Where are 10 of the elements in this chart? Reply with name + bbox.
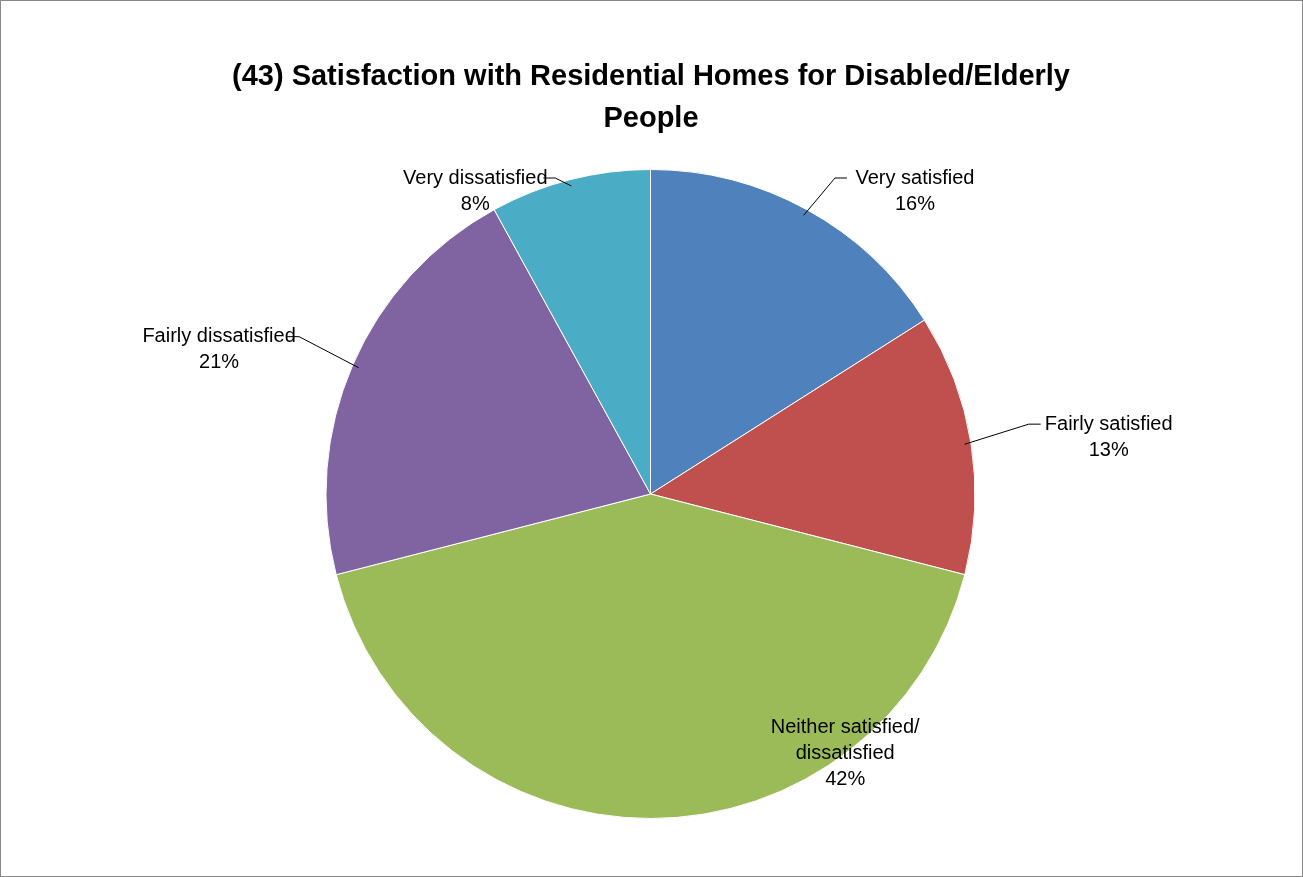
slice-label: Fairly satisfied	[1044, 411, 1173, 434]
slice-label: Fairly dissatisfied	[142, 324, 296, 347]
data-label: 13%	[1088, 437, 1129, 460]
slice-label: Very dissatisfied	[403, 165, 548, 188]
slice-label: Very satisfied	[855, 165, 975, 188]
data-label: 42%	[825, 767, 866, 790]
data-label: 21%	[199, 350, 240, 373]
data-label: 16%	[894, 191, 936, 214]
data-label: 8%	[460, 191, 490, 214]
chart-title: (43) Satisfaction with Residential Homes for Disabled/Elderly People	[232, 59, 1070, 133]
